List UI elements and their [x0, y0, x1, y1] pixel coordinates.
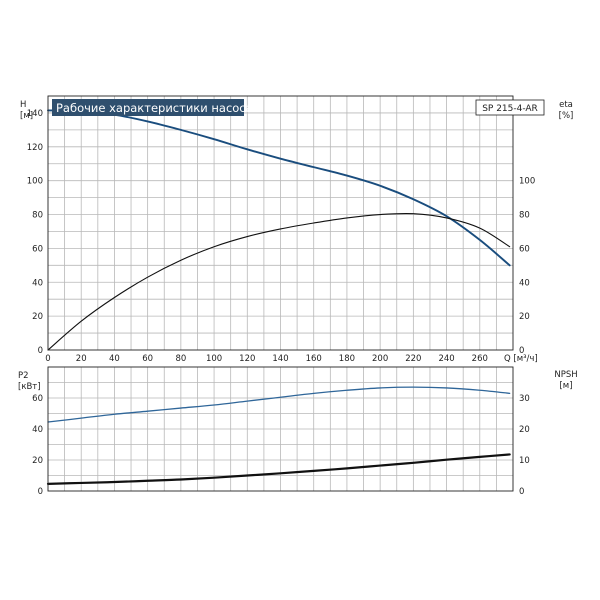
y2-tick-label: 100 — [519, 177, 535, 187]
chart-title-box — [52, 99, 244, 116]
x-axis-title: Q [м³/ч] — [504, 354, 538, 364]
y-tick-label: 20 — [32, 312, 43, 322]
model-label-box — [475, 99, 545, 116]
y-axis-title-h: H [м] — [20, 100, 33, 121]
y2-tick-label: 80 — [519, 211, 530, 221]
top-panel-frame — [47, 95, 514, 351]
x-tick-label: 160 — [306, 354, 322, 364]
y-tick-label: 60 — [32, 244, 43, 254]
x-tick-label: 180 — [339, 354, 355, 364]
curves — [46, 109, 511, 485]
chart-title: Рабочие характеристики насоса — [56, 101, 253, 115]
npsh-curve — [46, 453, 511, 485]
npsh-tick-label: 0 — [519, 487, 524, 497]
y-tick-label: 120 — [27, 143, 43, 153]
model-label: SP 215-4-AR — [482, 104, 538, 114]
y-tick-label: 80 — [32, 211, 43, 221]
x-tick-label: 20 — [76, 354, 87, 364]
npsh-tick-label: 10 — [519, 456, 530, 466]
y-tick-label: 0 — [38, 346, 43, 356]
y2-tick-label: 60 — [519, 244, 530, 254]
p2-tick-label: 40 — [32, 425, 43, 435]
tick-labels: 0 20 40 60 80 100 120 140 160 180 200 220 240 2600204… — [27, 109, 535, 497]
p2-tick-label: 20 — [32, 456, 43, 466]
x-tick-label: 220 — [405, 354, 421, 364]
y-tick-label: 40 — [32, 278, 43, 288]
y2-tick-label: 20 — [519, 312, 530, 322]
y-axis-title-npsh: NPSH [м] — [554, 370, 577, 391]
npsh-tick-label: 30 — [519, 394, 530, 404]
x-tick-label: 260 — [472, 354, 488, 364]
x-tick-label: 0 — [45, 354, 50, 364]
head-curve — [47, 109, 511, 267]
p2-tick-label: 0 — [38, 487, 43, 497]
x-tick-label: 80 — [175, 354, 186, 364]
y-axis-title-eta: eta [%] — [559, 100, 574, 121]
x-tick-label: 120 — [239, 354, 255, 364]
y-tick-label: 100 — [27, 177, 43, 187]
power-curve — [47, 386, 511, 423]
y-tick-label: 140 — [27, 109, 43, 119]
npsh-tick-label: 20 — [519, 425, 530, 435]
y-axis-title-p2: P2 [кВт] — [18, 371, 41, 392]
y2-tick-label: 40 — [519, 278, 530, 288]
y2-tick-label: 0 — [519, 346, 524, 356]
efficiency-curve — [47, 212, 511, 351]
x-tick-label: 100 — [206, 354, 222, 364]
x-tick-label: 140 — [272, 354, 288, 364]
bottom-panel-frame — [47, 366, 514, 492]
x-tick-label: 40 — [109, 354, 120, 364]
x-tick-label: 240 — [438, 354, 454, 364]
x-tick-label: 200 — [372, 354, 388, 364]
x-tick-label: 60 — [142, 354, 153, 364]
top-panel-grid — [48, 96, 513, 350]
p2-tick-label: 60 — [32, 394, 43, 404]
axis-titles: H [м] eta [%] P2 [кВт] NPSH [м] Q [м³/ч] — [18, 100, 578, 392]
